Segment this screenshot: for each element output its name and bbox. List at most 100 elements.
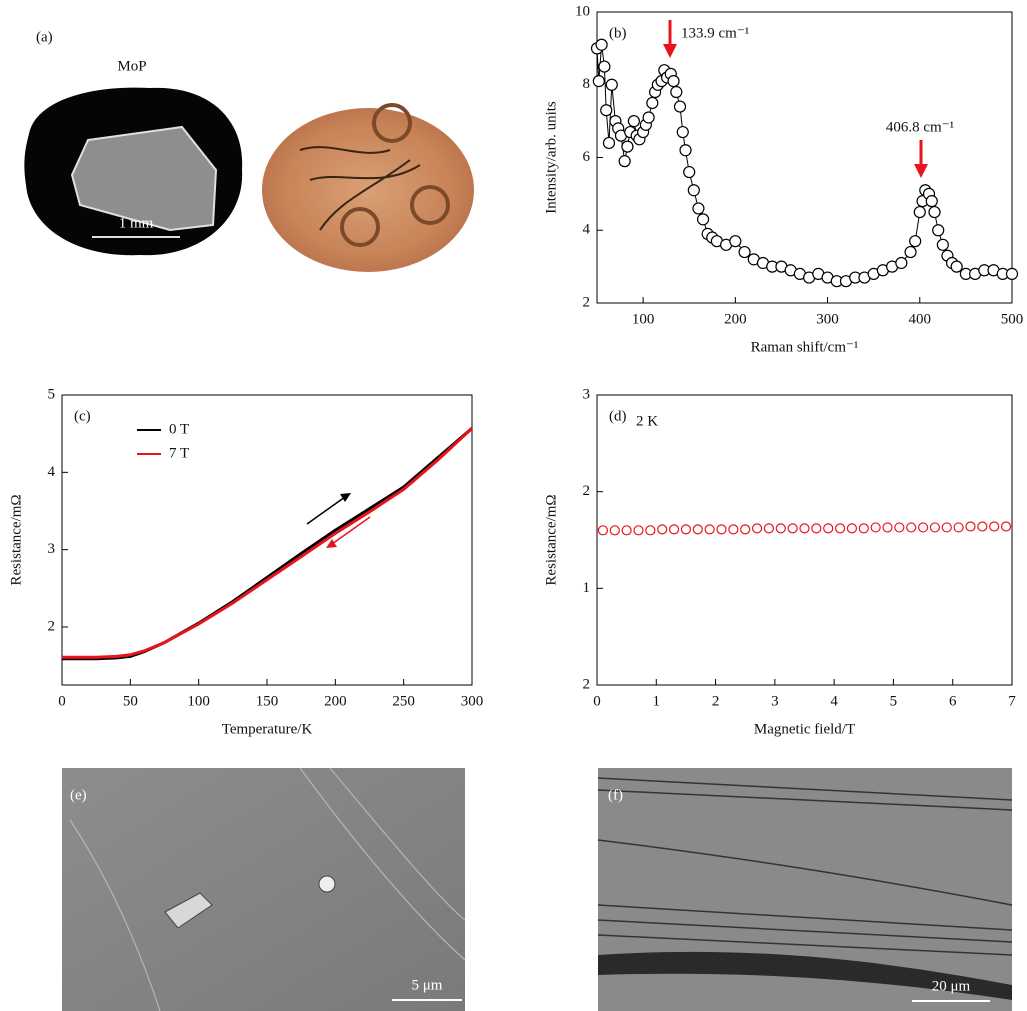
x-tick-label: 6 [949, 693, 957, 709]
y-tick-label: 1 [583, 580, 591, 596]
y-tick-label: 2 [583, 294, 591, 310]
y-tick-label: 3 [48, 541, 56, 557]
data-point [871, 523, 880, 532]
data-point [593, 76, 604, 87]
data-point [776, 524, 785, 533]
x-axis-label: Raman shift/cm⁻¹ [751, 339, 859, 355]
data-point [677, 127, 688, 138]
scale-label: 20 μm [932, 978, 971, 994]
data-point [717, 525, 726, 534]
data-point [753, 524, 762, 533]
x-tick-label: 300 [816, 311, 839, 327]
data-point [670, 525, 679, 534]
data-point [658, 525, 667, 534]
figure: (a) MoP 1 mm (e) 5 μm (f) 20 μm 10020030… [0, 0, 1027, 1011]
data-point [622, 526, 631, 535]
panel-label: (b) [609, 25, 627, 41]
data-point [933, 225, 944, 236]
x-tick-label: 250 [392, 693, 415, 709]
x-tick-label: 200 [724, 311, 747, 327]
data-point [671, 87, 682, 98]
y-tick-label: 2 [583, 676, 591, 692]
data-point [628, 116, 639, 127]
data-point [729, 525, 738, 534]
data-point [698, 214, 709, 225]
data-point [929, 207, 940, 218]
data-point [680, 145, 691, 156]
y-tick-label: 4 [48, 464, 56, 480]
data-line [62, 428, 472, 657]
x-tick-label: 0 [593, 693, 601, 709]
x-tick-label: 150 [256, 693, 279, 709]
y-tick-label: 2 [48, 618, 56, 634]
data-point [926, 196, 937, 207]
data-point [741, 525, 750, 534]
data-point [730, 236, 741, 247]
data-point [634, 526, 643, 535]
data-point [800, 524, 809, 533]
data-point [919, 523, 928, 532]
data-point [1002, 522, 1011, 531]
data-point [693, 203, 704, 214]
data-point [954, 523, 963, 532]
data-point [598, 526, 607, 535]
data-point [937, 239, 948, 250]
x-tick-label: 7 [1008, 693, 1016, 709]
data-point [606, 79, 617, 90]
y-tick-label: 6 [583, 149, 591, 165]
data-point [951, 261, 962, 272]
data-point [705, 525, 714, 534]
scale-label: 5 μm [412, 977, 443, 993]
panel-f: (f) 20 μm [598, 768, 1012, 1011]
data-point [910, 236, 921, 247]
panel-label: (a) [36, 29, 53, 45]
x-tick-label: 200 [324, 693, 347, 709]
sweep-arrow [307, 497, 345, 524]
x-axis-label: Temperature/K [222, 721, 313, 737]
annotation: 2 K [636, 413, 658, 429]
x-tick-label: 50 [123, 693, 138, 709]
x-tick-label: 300 [461, 693, 484, 709]
data-point [812, 524, 821, 533]
data-point [693, 525, 702, 534]
panel-label: (f) [608, 787, 623, 803]
data-point [978, 522, 987, 531]
x-axis-label: Magnetic field/T [754, 721, 855, 737]
data-point [675, 101, 686, 112]
data-point [990, 522, 999, 531]
data-point [681, 525, 690, 534]
data-point [684, 167, 695, 178]
x-tick-label: 4 [830, 693, 838, 709]
peak-arrow-head [663, 44, 677, 58]
x-tick-label: 5 [890, 693, 898, 709]
data-point [643, 112, 654, 123]
data-point [739, 247, 750, 258]
data-point [647, 97, 658, 108]
y-axis-label: Resistance/mΩ [8, 494, 24, 585]
data-point [610, 526, 619, 535]
data-point [646, 526, 655, 535]
panel-label: (d) [609, 408, 627, 424]
sample-title: MoP [117, 58, 146, 74]
legend-label: 0 T [169, 421, 189, 437]
x-tick-label: 2 [712, 693, 720, 709]
data-point [942, 523, 951, 532]
panel-label: (c) [74, 408, 91, 424]
data-line [62, 428, 472, 658]
panel-a: (a) MoP 1 mm [24, 29, 474, 272]
y-tick-label: 3 [583, 386, 591, 402]
x-tick-label: 100 [632, 311, 655, 327]
y-tick-label: 5 [48, 386, 56, 402]
data-point [824, 524, 833, 533]
annotation: 406.8 cm⁻¹ [886, 119, 954, 135]
data-point [914, 207, 925, 218]
y-tick-label: 2 [583, 483, 591, 499]
annotation: 133.9 cm⁻¹ [681, 25, 749, 41]
data-point [599, 61, 610, 72]
data-point [895, 523, 904, 532]
data-point [601, 105, 612, 116]
x-tick-label: 500 [1001, 311, 1024, 327]
data-point [622, 141, 633, 152]
data-point [859, 524, 868, 533]
x-tick-label: 400 [909, 311, 932, 327]
